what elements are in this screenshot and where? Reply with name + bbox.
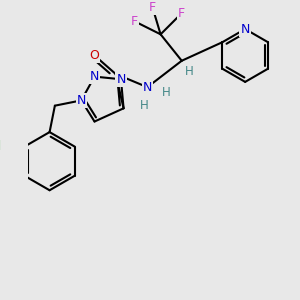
Text: F: F	[130, 15, 138, 28]
Text: N: N	[143, 81, 152, 94]
Text: Cl: Cl	[0, 140, 2, 153]
Text: N: N	[76, 94, 86, 107]
Text: H: H	[140, 99, 149, 112]
Text: H: H	[185, 65, 194, 78]
Text: N: N	[116, 73, 126, 86]
Text: N: N	[90, 70, 99, 83]
Text: H: H	[161, 86, 170, 99]
Text: O: O	[90, 49, 100, 62]
Text: N: N	[241, 22, 250, 35]
Text: F: F	[178, 7, 185, 20]
Text: F: F	[149, 2, 156, 14]
